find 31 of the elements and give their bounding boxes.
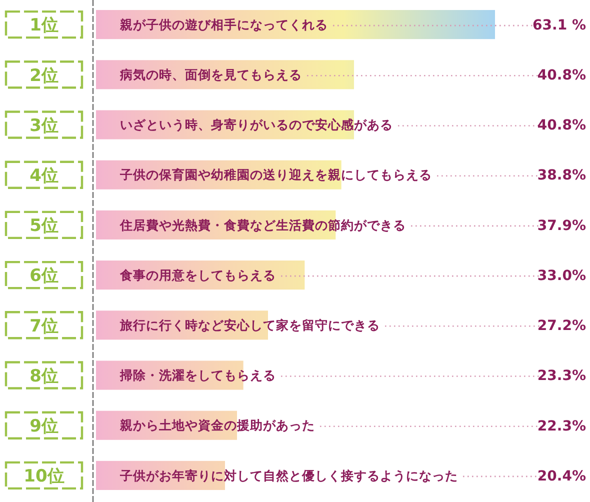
data-label: 22.3% xyxy=(537,418,586,434)
data-label: 37.9% xyxy=(537,218,586,234)
y-tick-label: 子供がお年寄りに対して自然と優しく接するようになった xyxy=(119,468,458,483)
bar xyxy=(96,10,495,40)
text: 3位 xyxy=(30,116,58,136)
y-tick-label: 子供の保育園や幼稚園の送り迎えを親にしてもらえる xyxy=(119,167,432,182)
y-tick-label: 親が子供の遊び相手になってくれる xyxy=(119,16,328,32)
text: 4位 xyxy=(30,166,58,186)
text: 10位 xyxy=(24,466,64,487)
y-tick-label: 親から土地や資金の援助があった xyxy=(119,418,315,433)
text: 5位 xyxy=(30,216,58,236)
data-label: 27.2% xyxy=(537,318,586,334)
data-label: 33.0% xyxy=(537,268,586,284)
y-tick-label: 住居費や光熱費・食費など生活費の節約ができる xyxy=(119,217,406,232)
text: 6位 xyxy=(30,266,58,286)
data-label: 23.3% xyxy=(537,368,586,384)
text: 1位 xyxy=(30,16,58,36)
text: 8位 xyxy=(30,366,58,386)
y-tick-label: いざという時、身寄りがいるので安心感がある xyxy=(120,117,393,132)
y-tick-label: 旅行に行く時など安心して家を留守にできる xyxy=(119,318,380,333)
y-tick-label: 病気の時、面倒を見てもらえる xyxy=(119,67,302,82)
y-tick-label: 食事の用意をしてもらえる xyxy=(119,267,276,282)
y-tick-label: 掃除・洗濯をしてもらえる xyxy=(119,368,276,383)
data-label: 40.8% xyxy=(537,68,586,84)
text: 9位 xyxy=(30,416,58,436)
data-label: 40.8% xyxy=(537,118,586,134)
data-label: 38.8% xyxy=(537,168,586,184)
data-label: 20.4% xyxy=(537,468,586,484)
data-label: 63.1 % xyxy=(532,17,586,34)
text: 2位 xyxy=(30,66,58,86)
text: 7位 xyxy=(30,316,58,336)
